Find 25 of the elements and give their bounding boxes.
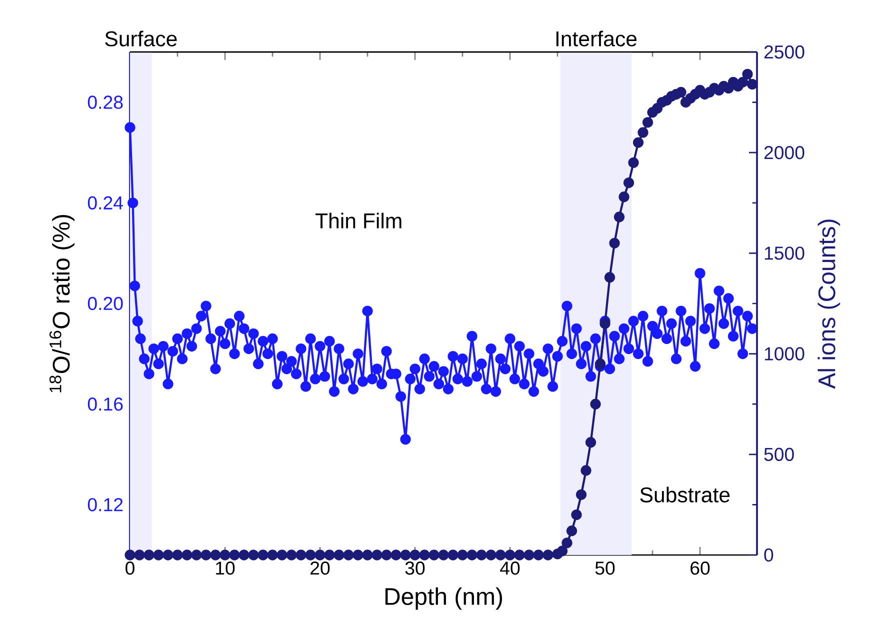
y-tick-label: 0.16 bbox=[88, 397, 123, 411]
x-tick-label: 20 bbox=[310, 561, 330, 575]
y2-tick-label: 1000 bbox=[764, 347, 804, 360]
x-tick-label: 50 bbox=[595, 561, 615, 575]
x-tick-label: 60 bbox=[690, 561, 710, 575]
y-axis-title: $^{18}$O/$^{16}$O ratio (%) bbox=[49, 214, 74, 392]
y-tick-label: 0.12 bbox=[88, 498, 123, 512]
annotation: Thin Film bbox=[315, 212, 402, 228]
band-label: Interface bbox=[556, 30, 637, 46]
annotation: Substrate bbox=[640, 486, 730, 502]
x-tick-label: 40 bbox=[500, 561, 520, 575]
y-tick-label: 0.20 bbox=[88, 296, 123, 310]
band-label: Surface bbox=[105, 30, 177, 46]
x-tick-label: 0 bbox=[126, 561, 134, 575]
y2-axis-title: Al ions (Counts) bbox=[818, 220, 840, 389]
y2-tick-label: 2000 bbox=[764, 146, 804, 160]
y2-tick-label: 1500 bbox=[764, 246, 804, 260]
x-tick-label: 10 bbox=[216, 561, 235, 575]
y-tick-label: 0.24 bbox=[88, 196, 123, 210]
y2-tick-label: 500 bbox=[764, 448, 794, 462]
y-tick-label: 0.28 bbox=[88, 96, 123, 109]
y2-tick-label: 0 bbox=[764, 548, 774, 562]
x-tick-label: 30 bbox=[405, 561, 425, 575]
x-axis-title: Depth (nm) bbox=[385, 587, 502, 610]
y2-tick-label: 2500 bbox=[764, 45, 804, 59]
